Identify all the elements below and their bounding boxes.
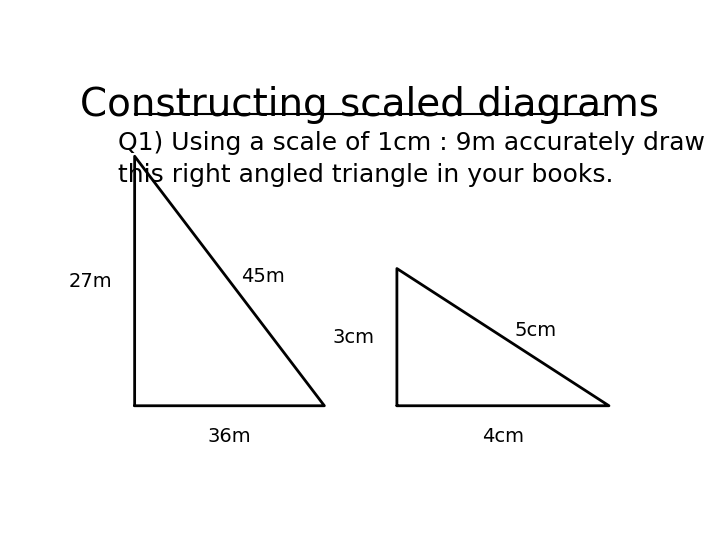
Text: 4cm: 4cm: [482, 427, 524, 446]
Text: 27m: 27m: [68, 272, 112, 291]
Text: 36m: 36m: [207, 427, 251, 446]
Text: 5cm: 5cm: [514, 321, 557, 340]
Text: Q1) Using a scale of 1cm : 9m accurately draw
this right angled triangle in your: Q1) Using a scale of 1cm : 9m accurately…: [118, 131, 705, 187]
Text: 3cm: 3cm: [333, 328, 374, 347]
Text: Constructing scaled diagrams: Constructing scaled diagrams: [79, 85, 659, 124]
Text: 45m: 45m: [240, 267, 284, 286]
